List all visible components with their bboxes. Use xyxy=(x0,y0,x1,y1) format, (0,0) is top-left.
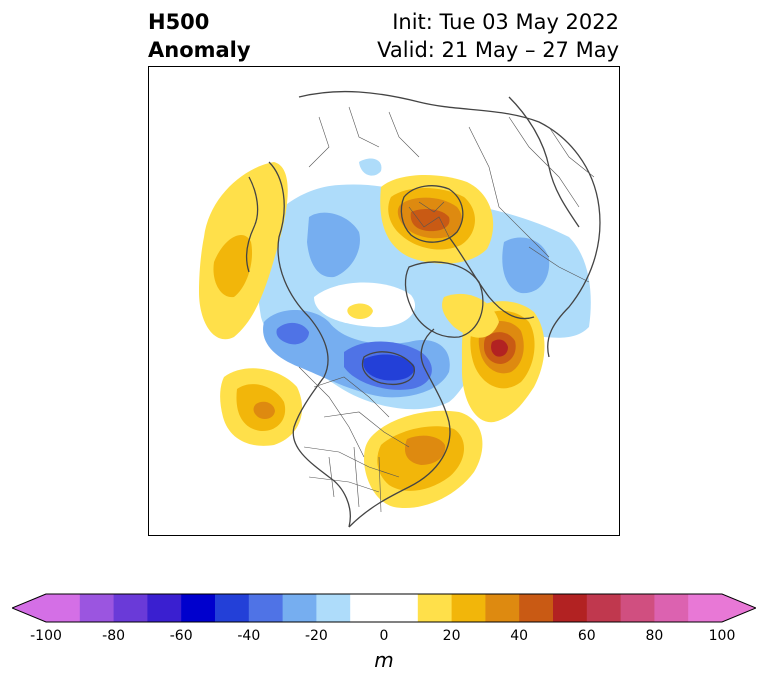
colorbar-segment xyxy=(688,594,723,622)
colorbar-max-arrow xyxy=(722,594,756,622)
colorbar-segment xyxy=(553,594,588,622)
negative-anomaly-region xyxy=(276,322,309,345)
colorbar-tick-label: 60 xyxy=(577,628,596,644)
colorbar-unit-label: m xyxy=(374,648,394,672)
colorbar-segment xyxy=(46,594,81,622)
border-line xyxy=(298,366,365,458)
political-borders xyxy=(298,106,595,513)
colorbar-segment xyxy=(79,594,115,622)
colorbar xyxy=(12,593,756,623)
colorbar-tick-label: -40 xyxy=(237,628,261,644)
colorbar-segment xyxy=(417,594,453,622)
colorbar-tick-label: 80 xyxy=(645,628,664,644)
title-variable: H500 xyxy=(148,10,210,34)
border-line xyxy=(303,446,400,478)
valid-range: Valid: 21 May – 27 May xyxy=(377,38,619,62)
border-line xyxy=(548,126,595,178)
coastline-europe xyxy=(448,236,535,320)
colorbar-segment xyxy=(350,594,385,622)
border-line xyxy=(408,206,450,238)
colorbar-segment xyxy=(485,594,520,622)
anomaly-map xyxy=(148,66,620,536)
colorbar-outline xyxy=(12,593,756,623)
border-line xyxy=(418,201,445,213)
colorbar-segment xyxy=(147,594,182,622)
border-line xyxy=(468,126,550,258)
title-type: Anomaly xyxy=(148,38,251,62)
coastline-north-america xyxy=(268,161,351,528)
border-line xyxy=(378,456,382,513)
negative-anomaly-region xyxy=(502,237,550,294)
colorbar-segment xyxy=(620,594,655,622)
coastline-alaska xyxy=(245,176,259,273)
map-svg xyxy=(149,67,619,535)
colorbar-tick-label: -100 xyxy=(30,628,62,644)
init-date: Init: Tue 03 May 2022 xyxy=(392,10,619,34)
positive-anomaly-region xyxy=(213,234,253,298)
coastline-hudson-bay xyxy=(361,351,415,385)
colorbar-segment xyxy=(282,594,317,622)
colorbar-tick-label: -60 xyxy=(169,628,193,644)
border-line xyxy=(348,106,380,148)
border-line xyxy=(388,111,420,158)
positive-anomaly-shading xyxy=(199,162,545,509)
title-left: H500 Anomaly xyxy=(148,8,251,64)
coastline-eurasia xyxy=(298,90,601,358)
colorbar-segment xyxy=(215,594,250,622)
negative-anomaly-region xyxy=(363,354,415,381)
colorbar-segment xyxy=(248,594,284,622)
border-line xyxy=(313,376,390,418)
colorbar-segment xyxy=(113,594,148,622)
colorbar-segment xyxy=(451,594,486,622)
colorbar-segment xyxy=(181,594,216,622)
colorbar-segment xyxy=(586,594,622,622)
colorbar-tick-label: 100 xyxy=(708,628,736,644)
border-line xyxy=(353,446,360,508)
colorbar-ticks: -100 -80 -60 -40 -20 0 20 40 60 80 100 xyxy=(0,628,768,648)
border-line xyxy=(308,116,330,168)
positive-anomaly-region xyxy=(347,303,373,319)
colorbar-tick-label: 40 xyxy=(510,628,529,644)
colorbar-segment xyxy=(654,594,689,622)
colorbar-tick-label: -20 xyxy=(304,628,328,644)
negative-anomaly-region xyxy=(359,158,382,176)
border-line xyxy=(308,476,380,493)
negative-anomaly-region xyxy=(307,212,360,278)
colorbar-tick-label: -80 xyxy=(102,628,126,644)
colorbar-segment xyxy=(384,594,419,622)
negative-anomaly-shading xyxy=(256,158,591,410)
colorbar-segment xyxy=(316,594,351,622)
colorbar-tick-label: 20 xyxy=(442,628,461,644)
border-line xyxy=(508,116,580,208)
colorbar-min-arrow xyxy=(12,594,46,622)
positive-anomaly-region xyxy=(442,293,499,338)
border-line xyxy=(323,411,410,448)
coastline-greenland xyxy=(404,261,484,338)
coastline-scandinavia xyxy=(400,185,464,243)
positive-anomaly-region xyxy=(410,209,450,232)
border-line xyxy=(528,246,590,283)
border-line xyxy=(328,456,335,498)
title-right: Init: Tue 03 May 2022 Valid: 21 May – 27… xyxy=(377,8,619,64)
coastline-north-america-east xyxy=(348,328,451,528)
positive-anomaly-region xyxy=(404,435,446,465)
colorbar-tick-label: 0 xyxy=(379,628,389,644)
positive-anomaly-region xyxy=(491,339,508,357)
positive-anomaly-region xyxy=(253,401,275,419)
colorbar-segment xyxy=(519,594,554,622)
